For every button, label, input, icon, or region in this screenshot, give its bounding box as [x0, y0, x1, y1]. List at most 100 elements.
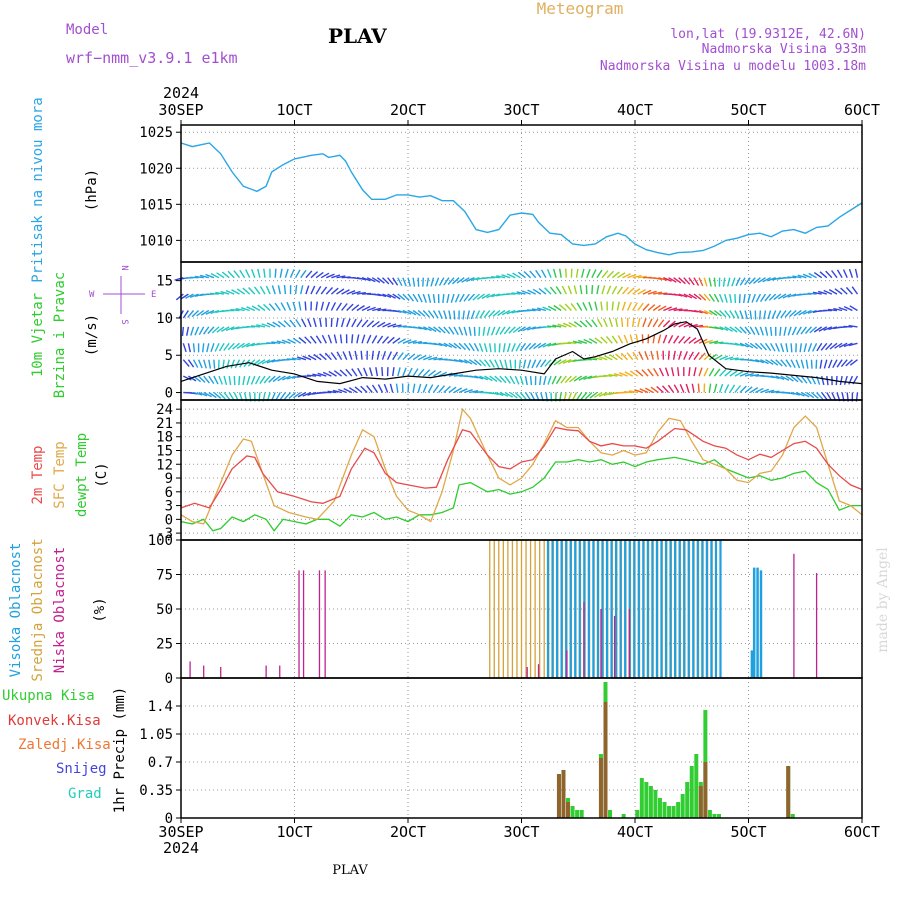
wind-barb — [790, 391, 800, 396]
wind-barb — [843, 375, 848, 385]
wind-barb — [729, 342, 739, 346]
wind-barb — [322, 371, 332, 377]
gridlines — [181, 125, 862, 819]
wind-barb — [823, 359, 828, 369]
wind-barb — [330, 317, 333, 327]
wind-barb — [508, 326, 516, 334]
wind-barb — [731, 277, 736, 287]
wind-barb — [250, 375, 256, 385]
wind-barb — [627, 273, 637, 279]
wind-barb — [242, 375, 246, 386]
wind-barb — [611, 271, 620, 279]
wind-barb — [588, 357, 598, 361]
wind-barb — [703, 309, 713, 316]
wind-barb — [834, 342, 843, 349]
wind-barb — [528, 342, 537, 350]
wind-barb — [593, 356, 603, 361]
wind-barb — [667, 384, 675, 393]
wind-barb — [473, 326, 476, 336]
wind-barb — [632, 317, 635, 327]
wind-barb — [639, 388, 649, 394]
wind-barb — [205, 273, 215, 279]
wind-barb — [562, 322, 572, 328]
wind-barb — [186, 326, 190, 336]
wind-barb — [849, 359, 858, 366]
wind-barb — [227, 342, 235, 351]
wind-barb — [338, 388, 347, 394]
bottom-tick-label: 5OCT — [730, 823, 766, 841]
bottom-tick-label: 3OCT — [503, 823, 539, 841]
wind-barb — [339, 369, 348, 377]
wind-barb — [377, 293, 387, 298]
wind-barb — [683, 277, 691, 285]
wind-barb — [598, 391, 608, 398]
wind-barb — [596, 285, 600, 295]
model-value: wrf−nmm_v3.9.1 e1km — [66, 49, 238, 67]
wind-barb — [503, 326, 511, 335]
wind-barb — [755, 293, 762, 303]
wind-barb — [650, 350, 654, 360]
wind-barb — [735, 277, 741, 287]
wind-barb — [840, 287, 848, 295]
wind-barb — [522, 359, 527, 369]
wind-barb — [412, 326, 423, 330]
wind-barb — [319, 317, 322, 328]
wind-barb — [764, 342, 772, 352]
wind-barb — [667, 350, 670, 360]
wind-barb — [818, 326, 828, 332]
wind-barb — [417, 368, 425, 377]
wind-barb — [200, 309, 210, 316]
wind-barb — [688, 277, 695, 286]
wind-barb — [389, 383, 394, 393]
y-tick-label: 0.35 — [139, 783, 173, 799]
wind-barb — [539, 376, 542, 386]
wind-barb — [678, 335, 686, 344]
wind-barb — [658, 292, 668, 295]
wind-barb — [402, 352, 410, 361]
convective-rain-bar — [703, 762, 708, 818]
wind-barb — [203, 326, 210, 335]
wind-barb — [771, 310, 777, 320]
wind-barb — [663, 277, 672, 282]
wind-barb — [274, 268, 277, 278]
total-rain-bar — [689, 766, 694, 818]
wind-barb — [509, 375, 516, 385]
wind-barb — [330, 352, 338, 361]
wind-barb — [828, 288, 838, 295]
wind-barb — [658, 277, 668, 281]
wind-barb — [605, 336, 613, 344]
wind-barb — [637, 275, 647, 279]
wind-barb — [427, 384, 434, 393]
wind-barb — [277, 375, 286, 382]
wind-barb — [749, 342, 758, 350]
wind-barb — [486, 326, 491, 336]
wind-barb — [611, 301, 614, 311]
wind-barb — [854, 268, 859, 278]
wind-barb — [300, 285, 304, 295]
wind-barb — [804, 326, 813, 334]
wind-barb — [603, 391, 613, 397]
total-rain-bar — [685, 782, 690, 818]
wind-barb — [504, 375, 511, 384]
wind-barb — [397, 352, 404, 361]
wind-barb — [402, 293, 410, 301]
wind-barb — [667, 334, 674, 344]
wind-barb — [750, 373, 760, 377]
bottom-tick-label: 30SEP — [158, 823, 203, 841]
wind-barb — [606, 285, 612, 295]
wind-barb — [583, 375, 593, 381]
wind-barb — [834, 288, 843, 295]
y-tick-label: 0 — [165, 386, 173, 402]
wind-barb — [412, 383, 416, 393]
wind-barb — [832, 359, 838, 369]
wind-barb — [484, 359, 491, 368]
wind-barb — [490, 326, 496, 336]
wind-barb — [842, 269, 848, 278]
wind-barb — [240, 307, 250, 312]
wind-barb — [297, 391, 307, 398]
model-label: Model — [66, 22, 108, 38]
wind-barb — [331, 274, 341, 279]
wind-barb — [499, 375, 507, 384]
wind-barb — [296, 356, 307, 361]
wind-barb — [653, 277, 663, 281]
